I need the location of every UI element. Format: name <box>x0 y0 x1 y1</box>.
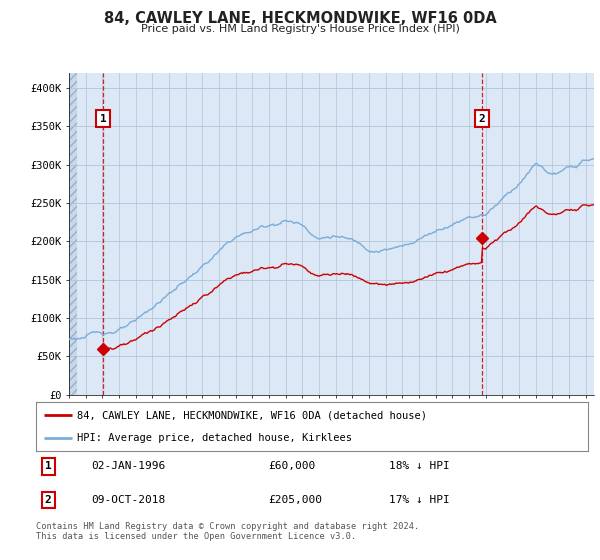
Text: Contains HM Land Registry data © Crown copyright and database right 2024.
This d: Contains HM Land Registry data © Crown c… <box>36 522 419 542</box>
Text: Price paid vs. HM Land Registry's House Price Index (HPI): Price paid vs. HM Land Registry's House … <box>140 24 460 34</box>
Text: 84, CAWLEY LANE, HECKMONDWIKE, WF16 0DA (detached house): 84, CAWLEY LANE, HECKMONDWIKE, WF16 0DA … <box>77 410 427 421</box>
Text: HPI: Average price, detached house, Kirklees: HPI: Average price, detached house, Kirk… <box>77 433 352 444</box>
Text: 2: 2 <box>45 495 52 505</box>
Bar <box>69 73 77 395</box>
Text: £205,000: £205,000 <box>268 495 322 505</box>
Text: 2: 2 <box>478 114 485 124</box>
Text: 1: 1 <box>45 461 52 472</box>
Text: 18% ↓ HPI: 18% ↓ HPI <box>389 461 450 472</box>
Text: £60,000: £60,000 <box>268 461 315 472</box>
Text: 09-OCT-2018: 09-OCT-2018 <box>91 495 166 505</box>
Text: 02-JAN-1996: 02-JAN-1996 <box>91 461 166 472</box>
Text: 17% ↓ HPI: 17% ↓ HPI <box>389 495 450 505</box>
Text: 1: 1 <box>100 114 106 124</box>
Text: 84, CAWLEY LANE, HECKMONDWIKE, WF16 0DA: 84, CAWLEY LANE, HECKMONDWIKE, WF16 0DA <box>104 11 496 26</box>
